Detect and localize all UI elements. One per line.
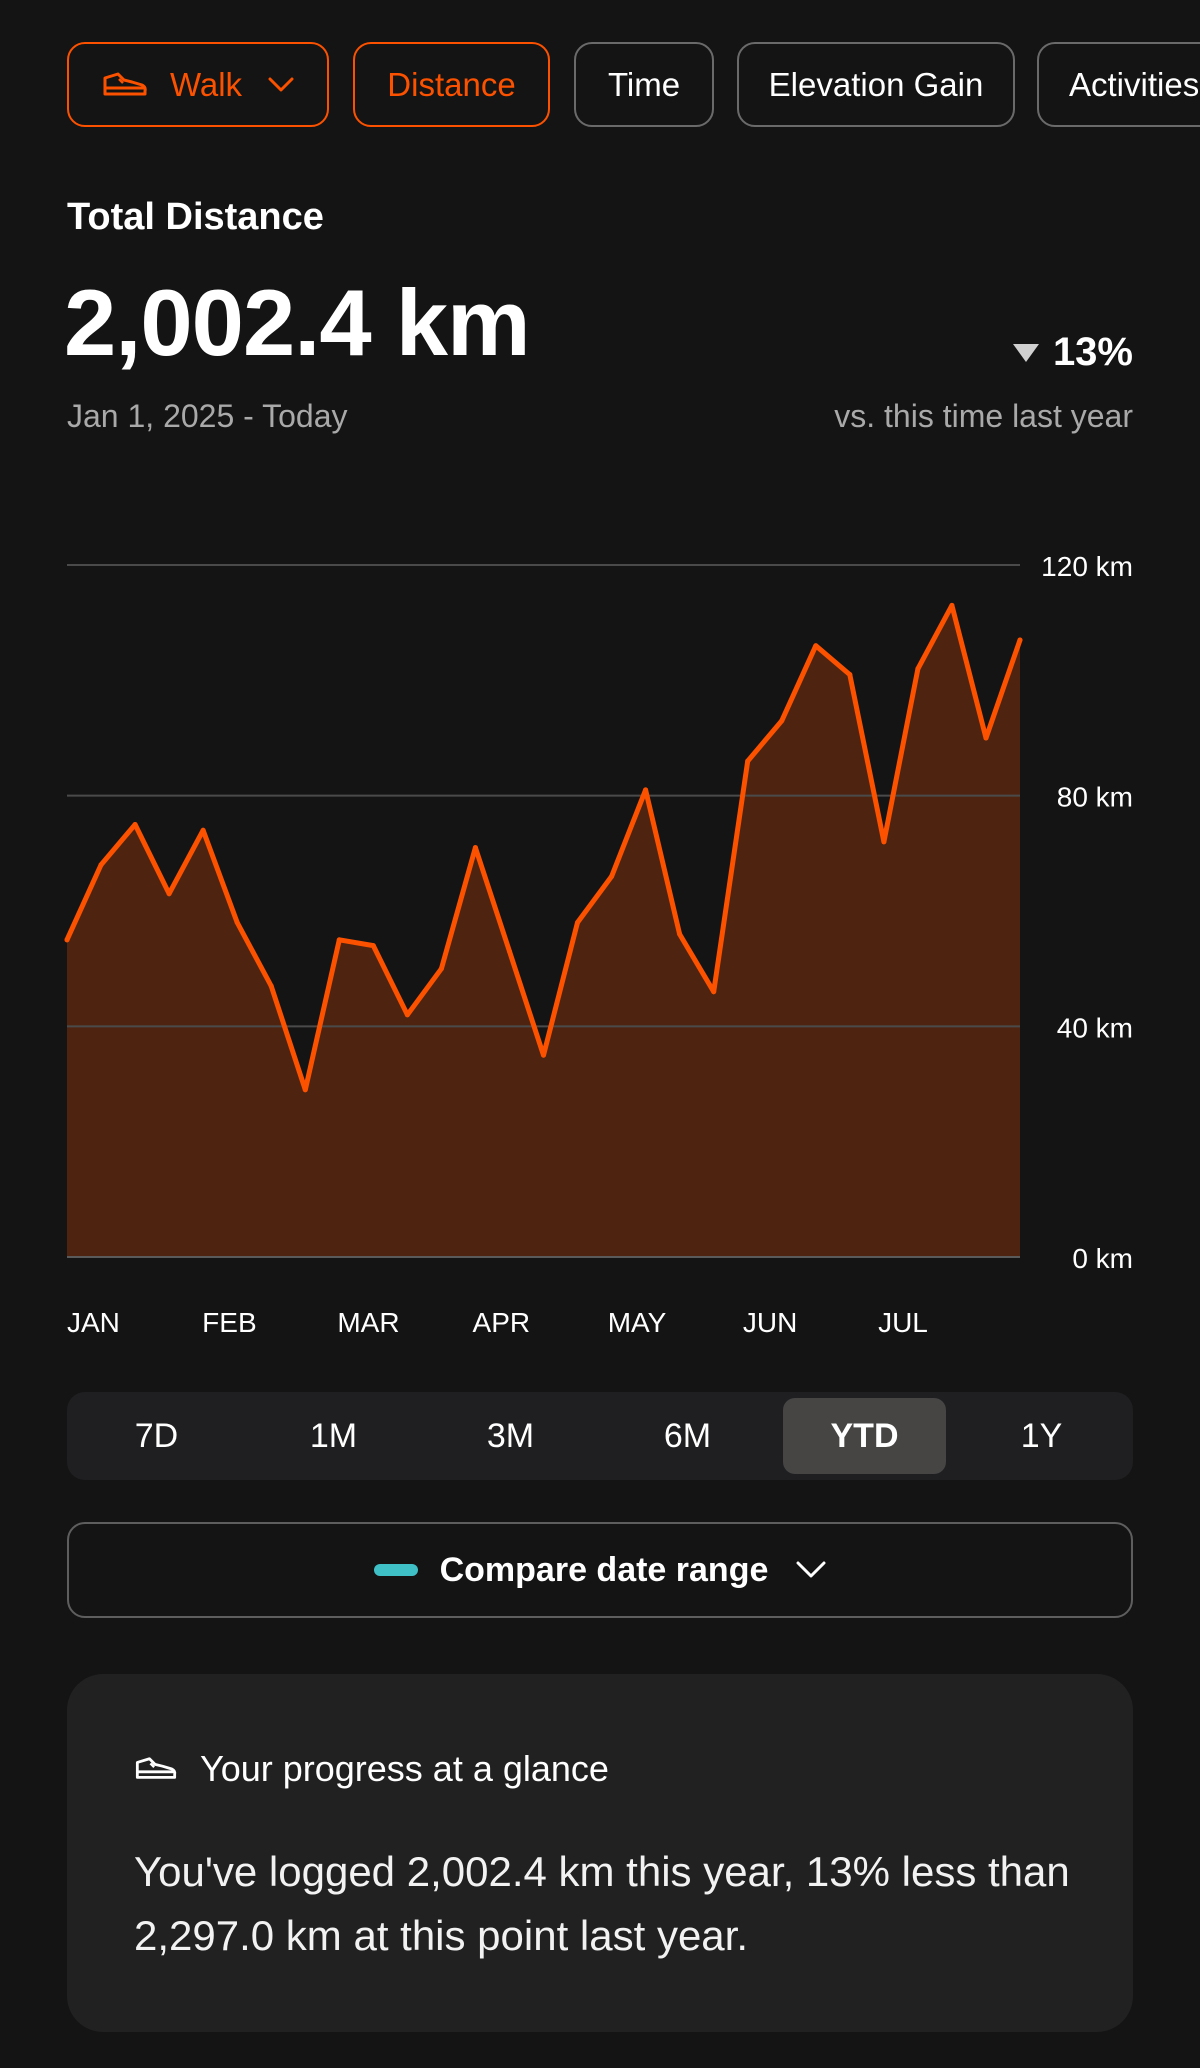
metric-chip-label: Activities [1069,65,1200,103]
x-tick-label: JUL [878,1307,928,1338]
progress-card-title: Your progress at a glance [200,1748,609,1789]
x-tick-label: JUN [743,1307,797,1338]
metric-chip-elevation-gain[interactable]: Elevation Gain [737,42,1015,127]
change-caption: vs. this time last year [834,398,1133,434]
data-point [881,839,887,845]
area-fill [67,605,1020,1257]
progress-card-body: You've logged 2,002.4 km this year, 13% … [134,1848,1070,1959]
x-tick-label: MAY [608,1307,667,1338]
x-tick-label: MAR [337,1307,399,1338]
data-point [336,937,342,943]
data-point [711,989,717,995]
compare-color-swatch [373,1564,418,1576]
chevron-down-icon [268,77,294,91]
data-point [745,758,751,764]
shoe-icon [103,72,147,95]
data-point [64,937,70,943]
compare-label: Compare date range [439,1550,769,1589]
data-point [438,966,444,972]
period-7d[interactable]: 7D [134,1416,179,1455]
compare-date-range-button[interactable]: Compare date range [67,1522,1133,1618]
data-point [983,735,989,741]
y-tick-label: 120 km [1041,551,1133,582]
metric-chip-activities[interactable]: Activities [1037,42,1200,127]
metric-chip-label: Distance [387,65,516,103]
metric-chip-time[interactable]: Time [574,42,714,127]
data-point [132,822,138,827]
date-range-label: Jan 1, 2025 - Today [67,398,348,434]
chevron-down-icon [796,1561,826,1578]
sport-type-dropdown[interactable]: Walk [67,42,329,127]
data-point [609,873,615,879]
period-selector: 7D 1M 3M 6M YTD 1Y [67,1392,1133,1480]
data-point [1017,637,1023,643]
x-tick-label: APR [473,1307,531,1338]
sport-type-label: Walk [169,65,243,103]
change-indicator: 13% [1012,330,1133,375]
metric-chip-label: Elevation Gain [768,65,984,103]
period-1y[interactable]: 1Y [1020,1416,1063,1455]
progress-card: Your progress at a glance You've logged … [67,1674,1133,2032]
data-point [370,943,376,949]
data-point [949,602,955,608]
distance-area-chart: 120 km 80 km 40 km 0 km JAN FEB MAR APR MAY JUN JU… [64,551,1133,1338]
data-point [302,1087,308,1093]
data-point [813,643,819,649]
period-3m[interactable]: 3M [486,1416,535,1455]
data-point [915,666,921,672]
change-percent: 13% [1052,330,1133,374]
shoe-icon [135,1757,177,1779]
triangle-down-icon [1012,343,1039,362]
data-point [847,672,853,678]
data-point [200,827,206,833]
data-point [541,1052,546,1058]
period-6m[interactable]: 6M [663,1416,712,1455]
data-point [472,845,478,851]
metric-chip-distance[interactable]: Distance [353,42,550,127]
x-tick-label: FEB [202,1307,256,1338]
progress-card-header: Your progress at a glance [134,1748,609,1790]
data-point [404,1012,410,1018]
y-tick-label: 40 km [1057,1012,1133,1043]
data-point [234,920,240,926]
filter-chips: Walk Distance Time Elevation Gain Activi… [67,42,1200,131]
metric-chip-label: Time [607,65,681,103]
y-tick-label: 80 km [1057,782,1133,813]
y-tick-label: 0 km [1072,1243,1133,1274]
section-title: Total Distance [67,196,324,238]
data-point [506,948,512,954]
data-point [779,718,785,724]
x-tick-label: JAN [67,1307,120,1338]
data-point [166,891,172,897]
total-distance-value: 2,002.4 km [64,270,531,375]
data-point [677,931,683,937]
data-point [643,787,649,793]
period-1m[interactable]: 1M [309,1416,358,1455]
data-point [268,983,274,989]
data-point [575,920,581,926]
period-ytd[interactable]: YTD [783,1398,946,1474]
data-point [98,862,104,868]
